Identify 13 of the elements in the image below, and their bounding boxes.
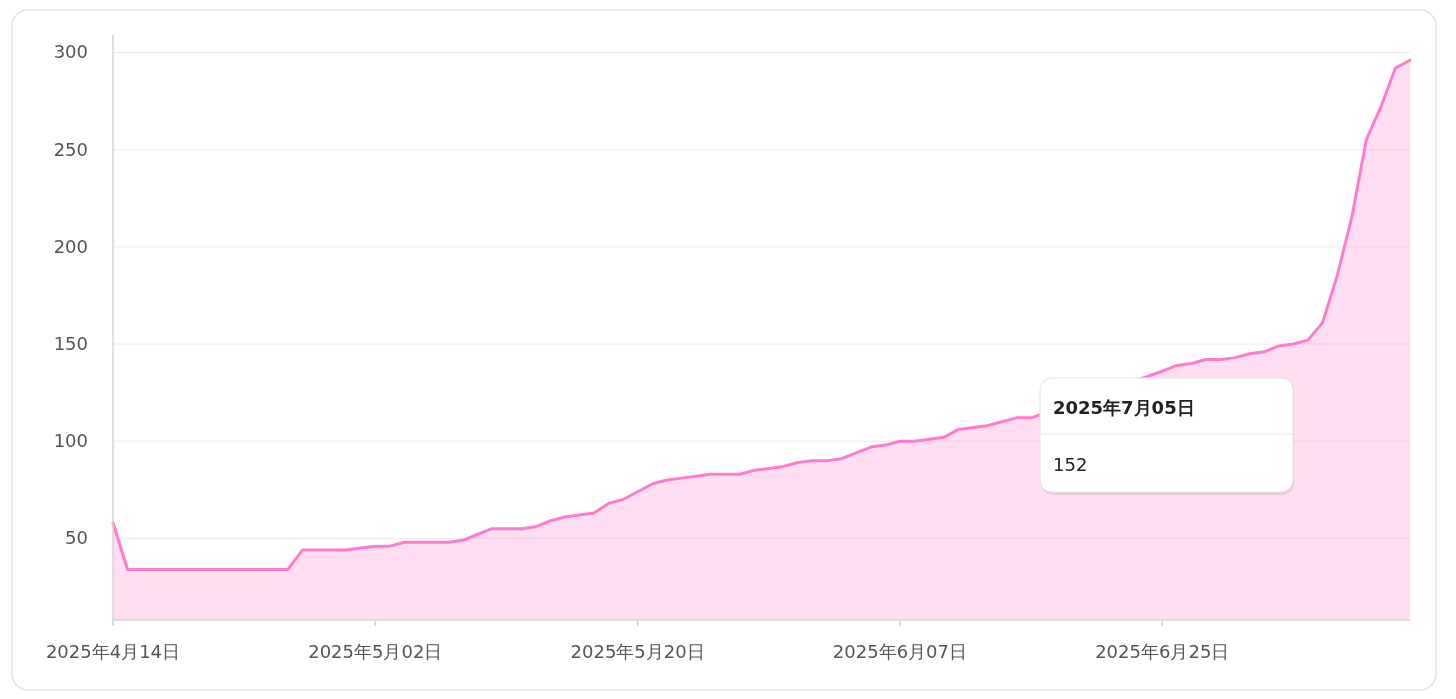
y-tick-label: 200 <box>53 235 88 257</box>
x-tick-label: 2025年4月14日 <box>45 641 181 662</box>
y-tick-label: 150 <box>53 333 88 355</box>
y-tick-label: 50 <box>65 527 88 549</box>
x-tick-label: 2025年6月25日 <box>1095 641 1230 662</box>
y-tick-label: 300 <box>53 41 88 63</box>
x-tick-label: 2025年5月02日 <box>308 641 443 662</box>
y-tick-label: 250 <box>53 138 88 160</box>
x-tick-label: 2025年5月20日 <box>570 641 705 662</box>
x-tick-label: 2025年6月07日 <box>832 641 968 662</box>
y-tick-label: 100 <box>53 430 88 452</box>
annotation: 152 <box>1053 454 1088 475</box>
annotation: 2025年7月05日 <box>1053 397 1195 418</box>
